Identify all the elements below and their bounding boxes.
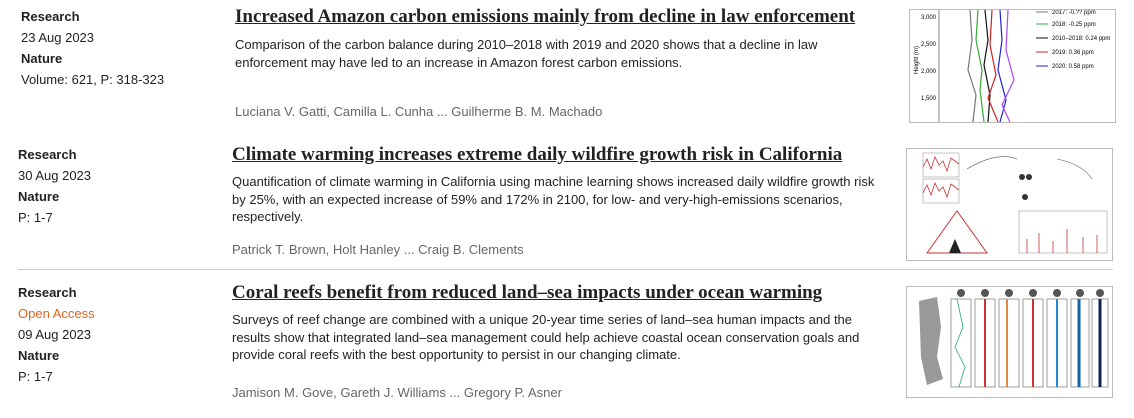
article-type: Research xyxy=(18,285,77,300)
thumb-legend: 2010–2018: 0.24 ppm xyxy=(1052,36,1110,42)
article-date: 23 Aug 2023 xyxy=(21,30,95,45)
thumb-axis-label: Height (m) xyxy=(914,46,920,74)
article-date: 30 Aug 2023 xyxy=(18,168,92,183)
open-access: Open Access xyxy=(18,306,95,321)
article-title[interactable]: Coral reefs benefit from reduced land–se… xyxy=(232,282,823,303)
thumb-tick: 2,000 xyxy=(921,69,937,75)
thumb-legend: 2018: -0.25 ppm xyxy=(1052,22,1096,28)
pages: P: 1-7 xyxy=(18,210,53,225)
abstract: Comparison of the carbon balance during … xyxy=(235,37,818,70)
authors: Luciana V. Gatti, Camilla L. Cunha ... G… xyxy=(235,104,603,119)
thumb-tick: 1,500 xyxy=(921,96,937,102)
thumb-tick: 3,000 xyxy=(921,15,937,21)
article-title[interactable]: Increased Amazon carbon emissions mainly… xyxy=(235,6,856,27)
article-date: 09 Aug 2023 xyxy=(18,327,92,342)
journal: Nature xyxy=(18,189,60,204)
separator xyxy=(18,269,1113,270)
journal: Nature xyxy=(18,348,60,363)
abstract: Quantification of climate warming in Cal… xyxy=(232,174,875,224)
article-meta: Research Open Access 09 Aug 2023 Nature … xyxy=(18,282,95,387)
authors: Patrick T. Brown, Holt Hanley ... Craig … xyxy=(232,242,524,257)
thumb-legend: 2017: -0.?? ppm xyxy=(1052,10,1096,16)
journal: Nature xyxy=(21,51,63,66)
article-type: Research xyxy=(18,147,77,162)
thumbnail[interactable]: Height (m) 3,000 2,500 2,000 1,500 2017:… xyxy=(909,9,1116,123)
article-meta: Research 30 Aug 2023 Nature P: 1-7 xyxy=(18,144,91,228)
article-type: Research xyxy=(21,9,80,24)
article-meta: Research 23 Aug 2023 Nature Volume: 621,… xyxy=(21,6,164,90)
thumbnail[interactable] xyxy=(906,148,1113,261)
abstract: Surveys of reef change are combined with… xyxy=(232,312,860,362)
thumb-tick: 2,500 xyxy=(921,42,937,48)
pages: Volume: 621, P: 318-323 xyxy=(21,72,165,87)
pages: P: 1-7 xyxy=(18,369,53,384)
thumbnail[interactable] xyxy=(906,286,1113,398)
authors: Jamison M. Gove, Gareth J. Williams ... … xyxy=(232,385,562,400)
thumb-legend: 2019: 0.36 ppm xyxy=(1052,50,1094,56)
article-title[interactable]: Climate warming increases extreme daily … xyxy=(232,144,843,165)
thumb-legend: 2020: 0.58 ppm xyxy=(1052,64,1094,70)
